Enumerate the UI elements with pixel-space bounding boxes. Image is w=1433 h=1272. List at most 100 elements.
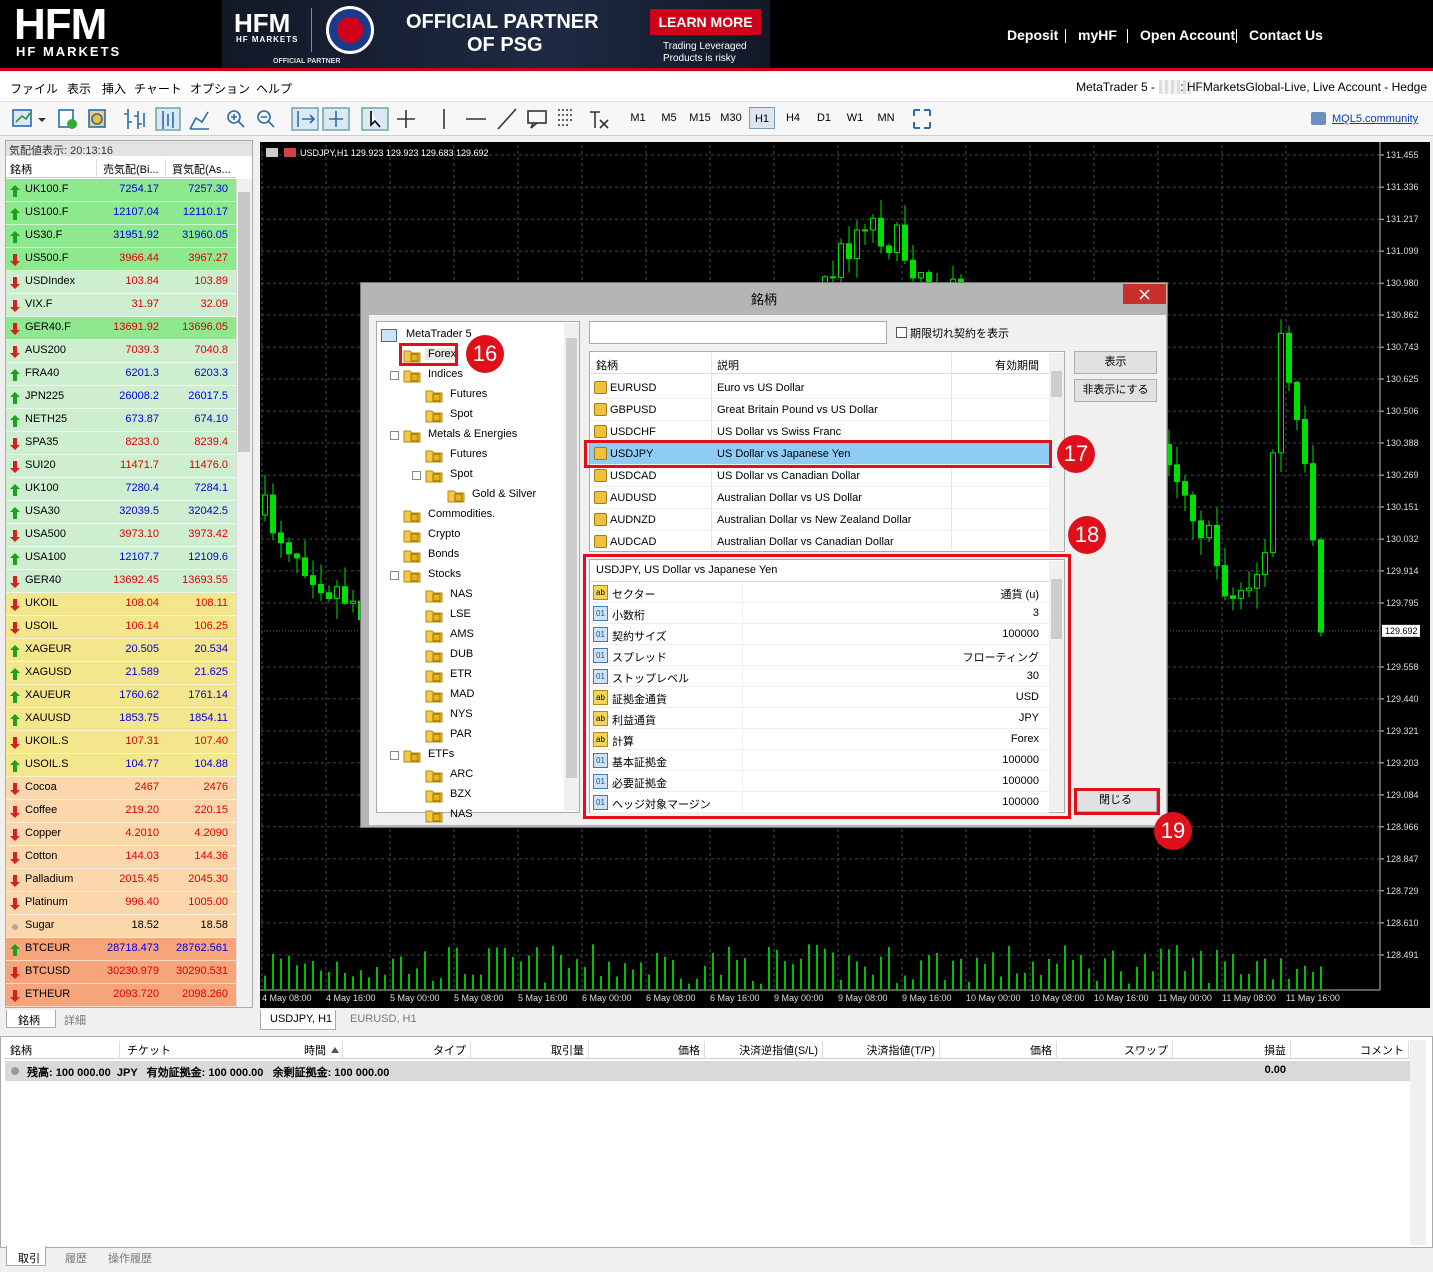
mw-row[interactable]: [6, 616, 236, 639]
symbol-row[interactable]: [590, 487, 1049, 509]
symbol-row[interactable]: [590, 531, 1049, 553]
mw-row[interactable]: [6, 501, 236, 524]
mw-row[interactable]: [6, 915, 236, 938]
dialog-button[interactable]: 表示: [1074, 351, 1157, 374]
mw-row[interactable]: [6, 478, 236, 501]
tree-label[interactable]: Spot: [450, 468, 473, 480]
expired-checkbox[interactable]: [896, 327, 907, 338]
menu-item[interactable]: チャート: [134, 82, 182, 96]
tree-expander[interactable]: [390, 431, 399, 440]
mw-row[interactable]: [6, 662, 236, 685]
scroll-thumb[interactable]: [238, 192, 250, 452]
mw-row[interactable]: [6, 547, 236, 570]
tree-expander[interactable]: [412, 471, 421, 480]
mw-row[interactable]: [6, 754, 236, 777]
symbol-row[interactable]: [590, 399, 1049, 421]
mw-row[interactable]: [6, 248, 236, 271]
mw-row[interactable]: [6, 179, 236, 202]
menu-item[interactable]: ファイル: [10, 82, 59, 96]
mw-row[interactable]: [6, 685, 236, 708]
timeframe-button[interactable]: H4: [785, 112, 801, 124]
chart-tab[interactable]: [260, 1010, 336, 1030]
tree-label[interactable]: Metals & Energies: [428, 428, 518, 440]
tree-label[interactable]: NYS: [450, 708, 473, 720]
mw-row[interactable]: [6, 593, 236, 616]
mw-row[interactable]: [6, 961, 236, 984]
terminal-tab[interactable]: 操作履歴: [108, 1253, 152, 1265]
mw-row[interactable]: [6, 524, 236, 547]
mw-row[interactable]: [6, 363, 236, 386]
mw-row[interactable]: [6, 938, 236, 961]
symbol-row[interactable]: [590, 465, 1049, 487]
mw-row[interactable]: [6, 984, 236, 1007]
mw-row[interactable]: [6, 271, 236, 294]
tree-label[interactable]: Indices: [428, 368, 463, 380]
dialog-button[interactable]: 閉じる: [1074, 789, 1157, 812]
mw-row[interactable]: [6, 455, 236, 478]
mw-row[interactable]: [6, 317, 236, 340]
dialog-button[interactable]: 非表示にする: [1074, 379, 1157, 402]
timeframe-button[interactable]: D1: [816, 112, 832, 124]
tree-label[interactable]: NAS: [450, 588, 473, 600]
tree-expander[interactable]: [390, 371, 399, 380]
mw-row[interactable]: [6, 708, 236, 731]
tree-label[interactable]: Crypto: [428, 528, 461, 540]
tree-label[interactable]: Futures: [450, 448, 488, 460]
mw-row[interactable]: [6, 202, 236, 225]
tree-label[interactable]: ETFs: [428, 748, 455, 760]
mw-row[interactable]: [6, 823, 236, 846]
mw-tab[interactable]: [6, 1010, 56, 1028]
tree-label[interactable]: MetaTrader 5: [406, 328, 472, 340]
timeframe-button[interactable]: M5: [661, 112, 677, 124]
menu-item[interactable]: ヘルプ: [256, 82, 293, 96]
menu-item[interactable]: 挿入: [102, 82, 127, 96]
mw-row[interactable]: [6, 869, 236, 892]
symbol-row[interactable]: [590, 377, 1049, 399]
tree-label[interactable]: PAR: [450, 728, 472, 740]
mw-row[interactable]: [6, 800, 236, 823]
mw-row[interactable]: [6, 570, 236, 593]
timeframe-button[interactable]: M15: [689, 112, 711, 124]
tree-label[interactable]: DUB: [450, 648, 474, 660]
symbol-row[interactable]: [590, 509, 1049, 531]
nav-link[interactable]: myHF: [1078, 27, 1117, 43]
symbol-row[interactable]: [590, 443, 1049, 465]
tree-scroll-thumb[interactable]: [566, 338, 577, 778]
terminal-tab[interactable]: 取引: [18, 1253, 40, 1265]
timeframe-button[interactable]: W1: [846, 112, 864, 124]
tree-label[interactable]: Futures: [450, 388, 488, 400]
nav-link[interactable]: Contact Us: [1249, 27, 1323, 43]
mw-row[interactable]: [6, 386, 236, 409]
menu-item[interactable]: オプション: [190, 82, 251, 96]
mw-row[interactable]: [6, 340, 236, 363]
terminal-scrollbar[interactable]: [1410, 1040, 1426, 1245]
mw-row[interactable]: [6, 294, 236, 317]
tree-label[interactable]: Commodities.: [428, 508, 496, 520]
tree-label[interactable]: Spot: [450, 408, 473, 420]
tree-label[interactable]: LSE: [450, 608, 471, 620]
menu-item[interactable]: 表示: [67, 82, 92, 96]
mw-row[interactable]: [6, 409, 236, 432]
tree-expander[interactable]: [390, 751, 399, 760]
tree-expander[interactable]: [390, 571, 399, 580]
tree-label[interactable]: Stocks: [428, 568, 462, 580]
mw-row[interactable]: [6, 777, 236, 800]
mw-row[interactable]: [6, 639, 236, 662]
mw-row[interactable]: [6, 846, 236, 869]
tree-label[interactable]: Gold & Silver: [472, 488, 537, 500]
tree-label[interactable]: ETR: [450, 668, 472, 680]
mw-row[interactable]: [6, 731, 236, 754]
terminal-tab[interactable]: 履歴: [65, 1253, 87, 1265]
nav-link[interactable]: Open Account: [1140, 27, 1236, 43]
details-scroll-thumb[interactable]: [1051, 579, 1062, 639]
timeframe-button[interactable]: M1: [630, 112, 646, 124]
close-x-button[interactable]: [1123, 284, 1166, 304]
tree-label[interactable]: NAS: [450, 808, 473, 820]
timeframe-button[interactable]: MN: [877, 112, 895, 124]
mw-row[interactable]: [6, 892, 236, 915]
symbol-scroll-thumb[interactable]: [1051, 371, 1062, 397]
tree-label[interactable]: MAD: [450, 688, 475, 700]
tree-label[interactable]: AMS: [450, 628, 474, 640]
search-input[interactable]: [589, 321, 887, 344]
nav-link[interactable]: Deposit: [1007, 27, 1059, 43]
